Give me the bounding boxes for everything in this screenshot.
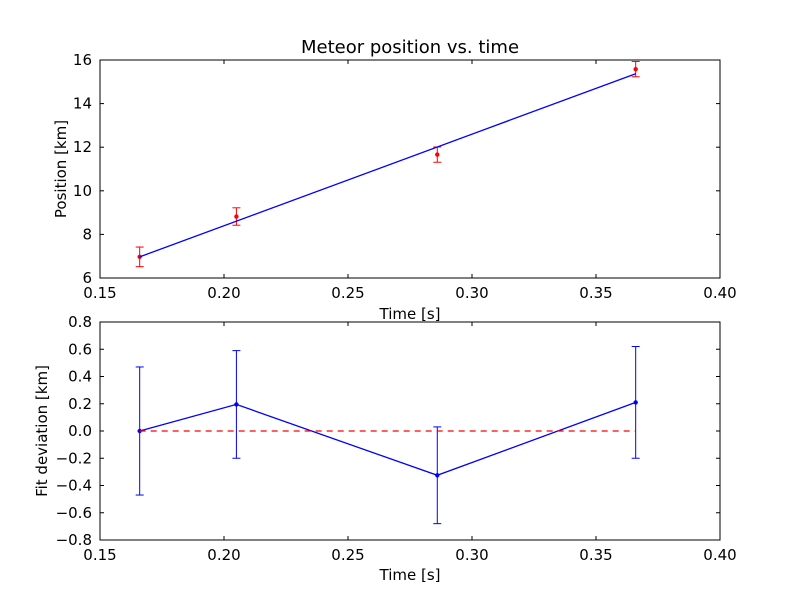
position-y-tick-label: 12 bbox=[73, 138, 92, 156]
deviation-y-tick-label: 0.0 bbox=[68, 422, 92, 440]
deviation-y-tick-label: −0.4 bbox=[56, 477, 92, 495]
deviation-x-tick-label: 0.20 bbox=[207, 546, 240, 564]
position-chart-frame bbox=[99, 59, 721, 279]
deviation-x-tick-label: 0.15 bbox=[83, 546, 116, 564]
position-chart-x-axis-label: Time [s] bbox=[379, 305, 441, 323]
deviation-x-tick-label: 0.40 bbox=[703, 546, 736, 564]
position-y-tick-label: 10 bbox=[73, 182, 92, 200]
position-data-point bbox=[633, 66, 638, 72]
position-chart: Meteor position vs. time 0.15 0.20 0.25 0.3… bbox=[52, 37, 737, 323]
deviation-chart-y-axis-label: Fit deviation [km] bbox=[33, 365, 51, 497]
deviation-y-tick-label: −0.2 bbox=[56, 449, 92, 467]
deviation-series-line bbox=[139, 401, 636, 476]
position-chart-ticks: 0.15 0.20 0.25 0.30 0.35 0.40 6 8 10 12 14 16 bbox=[73, 51, 737, 302]
deviation-chart-x-axis-label: Time [s] bbox=[379, 566, 441, 584]
deviation-x-tick-label: 0.25 bbox=[331, 546, 364, 564]
deviation-y-tick-label: 0.8 bbox=[68, 313, 92, 331]
position-y-tick-label: 8 bbox=[82, 225, 92, 243]
position-data-point bbox=[234, 214, 239, 219]
deviation-x-tick-label: 0.35 bbox=[579, 546, 612, 564]
deviation-y-tick-label: 0.6 bbox=[68, 340, 92, 358]
position-fit-line bbox=[139, 73, 636, 258]
position-data-point bbox=[435, 152, 440, 157]
deviation-y-tick-label: 0.4 bbox=[68, 368, 92, 386]
deviation-data-point bbox=[435, 473, 440, 478]
position-x-tick-label: 0.30 bbox=[455, 284, 488, 302]
position-y-tick-label: 14 bbox=[73, 95, 92, 113]
deviation-y-tick-label: −0.8 bbox=[56, 531, 92, 549]
position-chart-marks bbox=[135, 61, 640, 268]
position-chart-y-axis-label: Position [km] bbox=[52, 120, 70, 218]
position-x-tick-label: 0.25 bbox=[331, 284, 364, 302]
position-x-tick-label: 0.35 bbox=[579, 284, 612, 302]
position-chart-title: Meteor position vs. time bbox=[301, 37, 519, 58]
position-y-tick-label: 6 bbox=[82, 269, 92, 287]
deviation-data-point bbox=[633, 400, 638, 405]
position-y-tick-label: 16 bbox=[73, 51, 92, 69]
position-x-tick-label: 0.15 bbox=[83, 284, 116, 302]
deviation-x-tick-label: 0.30 bbox=[455, 546, 488, 564]
position-x-tick-label: 0.40 bbox=[703, 284, 736, 302]
deviation-chart: 0.15 0.20 0.25 0.30 0.35 0.40 −0.8 −0.6 −0.4 −0.2… bbox=[33, 313, 737, 584]
position-x-tick-label: 0.20 bbox=[207, 284, 240, 302]
deviation-data-point bbox=[234, 402, 239, 407]
deviation-chart-marks bbox=[135, 346, 640, 525]
deviation-y-tick-label: 0.2 bbox=[68, 395, 92, 413]
deviation-chart-ticks: 0.15 0.20 0.25 0.30 0.35 0.40 −0.8 −0.6 −0.4 −0.2… bbox=[56, 313, 737, 564]
deviation-y-tick-label: −0.6 bbox=[56, 504, 92, 522]
